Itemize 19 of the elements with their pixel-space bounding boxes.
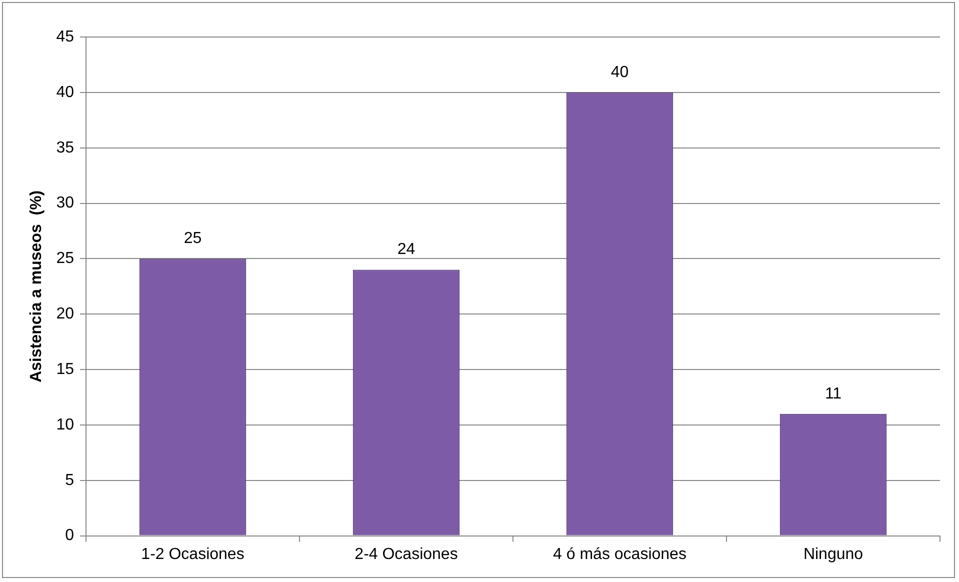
y-tick-label: 30 — [56, 194, 74, 212]
x-tick-label: 2-4 Ocasiones — [354, 546, 458, 563]
data-label: 25 — [184, 230, 202, 248]
data-label: 40 — [610, 64, 629, 81]
y-tick-label: 10 — [56, 416, 74, 434]
y-tick-label: 0 — [65, 527, 74, 544]
y-axis-title: Asistencia a museos (%) — [28, 190, 46, 382]
data-label: 24 — [397, 241, 416, 258]
x-tick-label: 1-2 Ocasiones — [141, 546, 244, 563]
y-tick-label: 15 — [56, 360, 74, 378]
y-tick-label: 20 — [56, 306, 74, 323]
y-tick-label: 5 — [65, 472, 74, 489]
y-tick-label: 40 — [56, 84, 74, 101]
y-tick-label: 35 — [56, 139, 74, 156]
y-tick-label: 25 — [56, 250, 74, 268]
x-tick-label: 4 ó más ocasiones — [553, 546, 686, 563]
y-tick-label: 45 — [56, 28, 74, 46]
data-label: 11 — [824, 385, 842, 402]
x-tick-label: Ninguno — [803, 546, 864, 563]
